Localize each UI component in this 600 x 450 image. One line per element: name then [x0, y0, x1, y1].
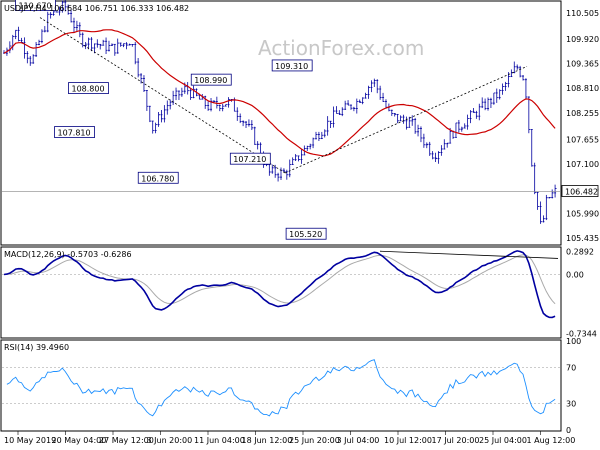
- macd-tick-label: 0.2892: [566, 247, 594, 256]
- price-annotation-label: 108.800: [71, 85, 104, 94]
- rsi-tick-label: 0: [566, 426, 571, 435]
- price-tick-label: 108.255: [566, 109, 599, 118]
- x-tick-label: 18 Jun 12:00: [242, 436, 293, 445]
- x-tick-label: 3 Jul 04:00: [337, 436, 380, 445]
- price-tick-label: 109.365: [566, 59, 599, 68]
- trendline-down: [39, 17, 286, 174]
- price-annotation-label: 109.310: [275, 62, 308, 71]
- price-annotation-box: [285, 227, 327, 240]
- price-annotation-box: [271, 59, 313, 72]
- price-tick-label: 107.100: [566, 160, 599, 169]
- x-tick-label: 25 Jun 20:00: [289, 436, 340, 445]
- rsi-title: RSI(14) 39.4960: [4, 343, 69, 352]
- price-annotation-box: [190, 73, 232, 86]
- macd-signal-line: [3, 254, 556, 305]
- x-tick-label: 25 Jul 04:00: [479, 436, 527, 445]
- x-tick-label: 11 Jun 04:00: [194, 436, 245, 445]
- price-tick-label: 105.990: [566, 209, 599, 218]
- rsi-line: [6, 359, 556, 417]
- price-annotation-label: 107.810: [58, 129, 91, 138]
- current-price-box: [561, 185, 599, 197]
- macd-trendline: [379, 250, 559, 259]
- price-annotation-box: [15, 0, 56, 11]
- price-annotation-box: [54, 126, 95, 138]
- price-annotation-box: [137, 171, 179, 184]
- price-panel-frame: [0, 0, 562, 246]
- price-annotation-box: [68, 82, 109, 94]
- price-tick-label: 107.655: [566, 135, 599, 144]
- macd-line: [3, 250, 556, 319]
- moving-average-line: [3, 29, 556, 157]
- x-tick-label: 3 Jun 20:00: [147, 436, 193, 445]
- x-tick-label: 17 Jul 20:00: [432, 436, 480, 445]
- rsi-tick-label: 100: [566, 337, 581, 346]
- price-annotation-box: [229, 152, 271, 165]
- price-annotation-label: 107.210: [233, 155, 266, 164]
- price-tick-label: 108.810: [566, 84, 599, 93]
- price-title: USDJPY,H4 106.684 106.751 106.333 106.48…: [4, 4, 189, 13]
- current-price-label: 106.482: [565, 188, 598, 197]
- price-annotation-label: 108.990: [194, 76, 227, 85]
- x-tick-label: 20 May 04:00: [52, 436, 107, 445]
- macd-panel-frame: [0, 246, 562, 339]
- rsi-tick-label: 30: [566, 399, 576, 408]
- rsi-panel-frame: [0, 339, 562, 432]
- price-annotation-label: 106.780: [141, 174, 174, 183]
- x-tick-label: 10 May 2019: [4, 436, 56, 445]
- trendline-up: [284, 66, 528, 174]
- x-tick-label: 10 Jul 12:00: [384, 436, 432, 445]
- price-annotation-label: 110.670: [18, 2, 51, 11]
- rsi-tick-label: 70: [566, 364, 576, 373]
- watermark-text: ActionForex.com: [258, 36, 424, 60]
- x-tick-label: 1 Aug 12:00: [527, 436, 576, 445]
- macd-tick-label: -0.7344: [566, 329, 597, 338]
- price-tick-label: 105.435: [566, 234, 599, 243]
- macd-title: MACD(12,26,9) -0.5703 -0.6286: [4, 250, 132, 259]
- price-tick-label: 110.505: [566, 9, 599, 18]
- macd-tick-label: 0.00: [566, 270, 584, 279]
- price-tick-label: 109.920: [566, 35, 599, 44]
- price-annotation-label: 105.520: [289, 230, 322, 239]
- x-tick-label: 27 May 12:00: [99, 436, 154, 445]
